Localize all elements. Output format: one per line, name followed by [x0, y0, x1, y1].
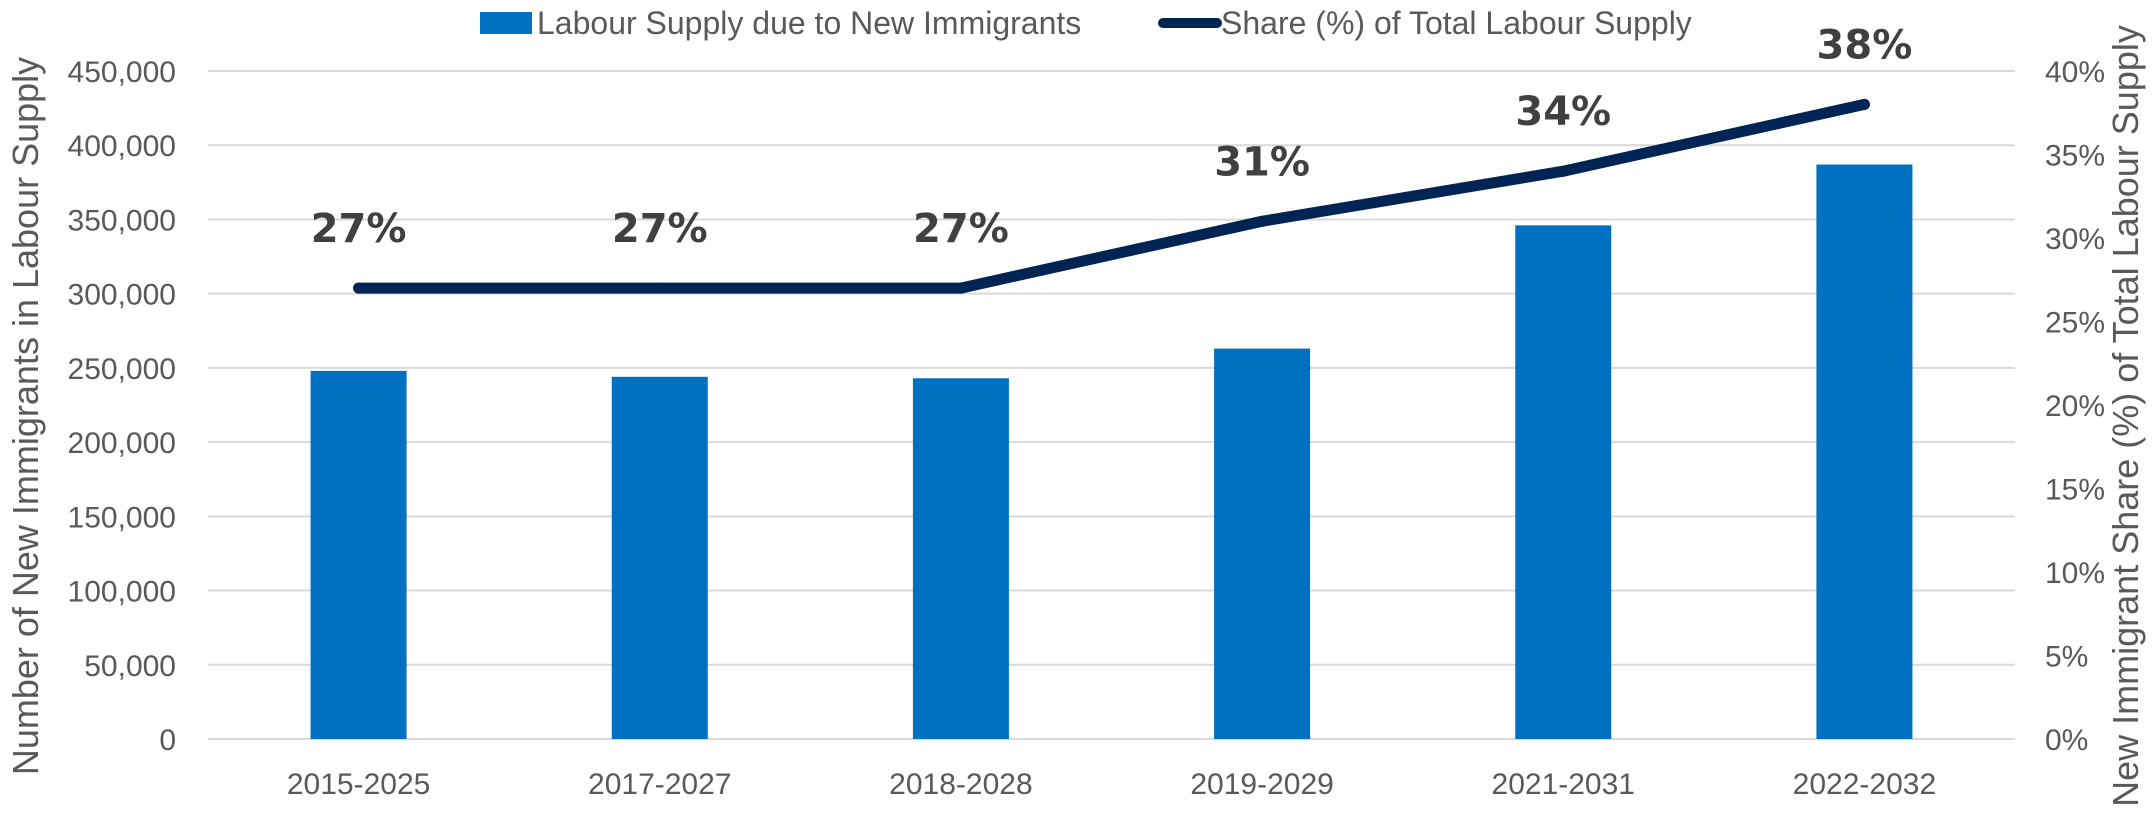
share-point-2019-2029	[1256, 215, 1268, 227]
y2-tick-label: 40%	[2045, 56, 2105, 89]
y-tick-label: 100,000	[68, 576, 176, 609]
bar-2015-2025	[310, 370, 407, 739]
y2-axis-title: New Immigrant Share (%) of Total Labour …	[2105, 25, 2146, 807]
bar-2017-2027	[611, 376, 708, 739]
bars	[310, 164, 1913, 740]
share-point-2018-2028	[955, 282, 967, 294]
right-axis-ticks: 0% 5% 10% 15% 20% 25% 30% 35% 40%	[2045, 56, 2105, 757]
share-point-2022-2032	[1858, 98, 1870, 110]
y-tick-label: 350,000	[68, 204, 176, 237]
share-data-label: 27%	[913, 206, 1009, 252]
y-tick-label: 150,000	[68, 501, 176, 534]
y2-tick-label: 25%	[2045, 307, 2105, 340]
x-tick-label: 2022-2032	[1793, 768, 1936, 801]
y2-tick-label: 20%	[2045, 390, 2105, 423]
legend: Labour Supply due to New Immigrants Shar…	[480, 5, 1692, 41]
bar-2019-2029	[1214, 348, 1311, 739]
y-tick-label: 250,000	[68, 353, 176, 386]
y2-tick-label: 15%	[2045, 474, 2105, 507]
share-point-2021-2031	[1557, 165, 1569, 177]
x-tick-label: 2017-2027	[588, 768, 731, 801]
data-labels: 27% 27% 27% 31% 34% 38%	[311, 22, 1913, 252]
y2-tick-label: 10%	[2045, 557, 2105, 590]
bar-2022-2032	[1816, 164, 1913, 739]
x-axis-ticks: 2015-2025 2017-2027 2018-2028 2019-2029 2021…	[287, 768, 1936, 801]
x-tick-label: 2015-2025	[287, 768, 430, 801]
y-tick-label: 0	[159, 724, 176, 757]
share-line-path	[353, 98, 1870, 294]
y2-tick-label: 35%	[2045, 140, 2105, 173]
y-tick-label: 300,000	[68, 279, 176, 312]
left-axis-ticks: 0 50,000 100,000 150,000 200,000 250,000 300,0…	[68, 56, 176, 757]
share-data-label: 34%	[1515, 89, 1611, 135]
bar-2021-2031	[1515, 225, 1612, 740]
y2-tick-label: 0%	[2045, 724, 2088, 757]
legend-line-label: Share (%) of Total Labour Supply	[1221, 5, 1692, 41]
gridlines	[208, 70, 2015, 740]
share-point-2017-2027	[654, 282, 666, 294]
legend-bar-swatch	[480, 12, 532, 34]
share-data-label: 27%	[311, 206, 407, 252]
y-tick-label: 50,000	[84, 650, 176, 683]
y-tick-label: 200,000	[68, 427, 176, 460]
x-tick-label: 2019-2029	[1190, 768, 1333, 801]
y-axis-title: Number of New Immigrants in Labour Suppl…	[5, 57, 46, 775]
y-tick-label: 400,000	[68, 130, 176, 163]
share-data-label: 31%	[1214, 139, 1310, 185]
y2-tick-label: 5%	[2045, 641, 2088, 674]
y-tick-label: 450,000	[68, 56, 176, 89]
y2-tick-label: 30%	[2045, 223, 2105, 256]
share-point-2015-2025	[353, 282, 365, 294]
share-line	[353, 98, 1870, 294]
share-data-label: 27%	[612, 206, 708, 252]
bar-2018-2028	[912, 378, 1009, 739]
legend-bar-label: Labour Supply due to New Immigrants	[537, 5, 1081, 41]
x-tick-label: 2018-2028	[889, 768, 1032, 801]
share-data-label: 38%	[1817, 22, 1913, 68]
x-tick-label: 2021-2031	[1492, 768, 1635, 801]
